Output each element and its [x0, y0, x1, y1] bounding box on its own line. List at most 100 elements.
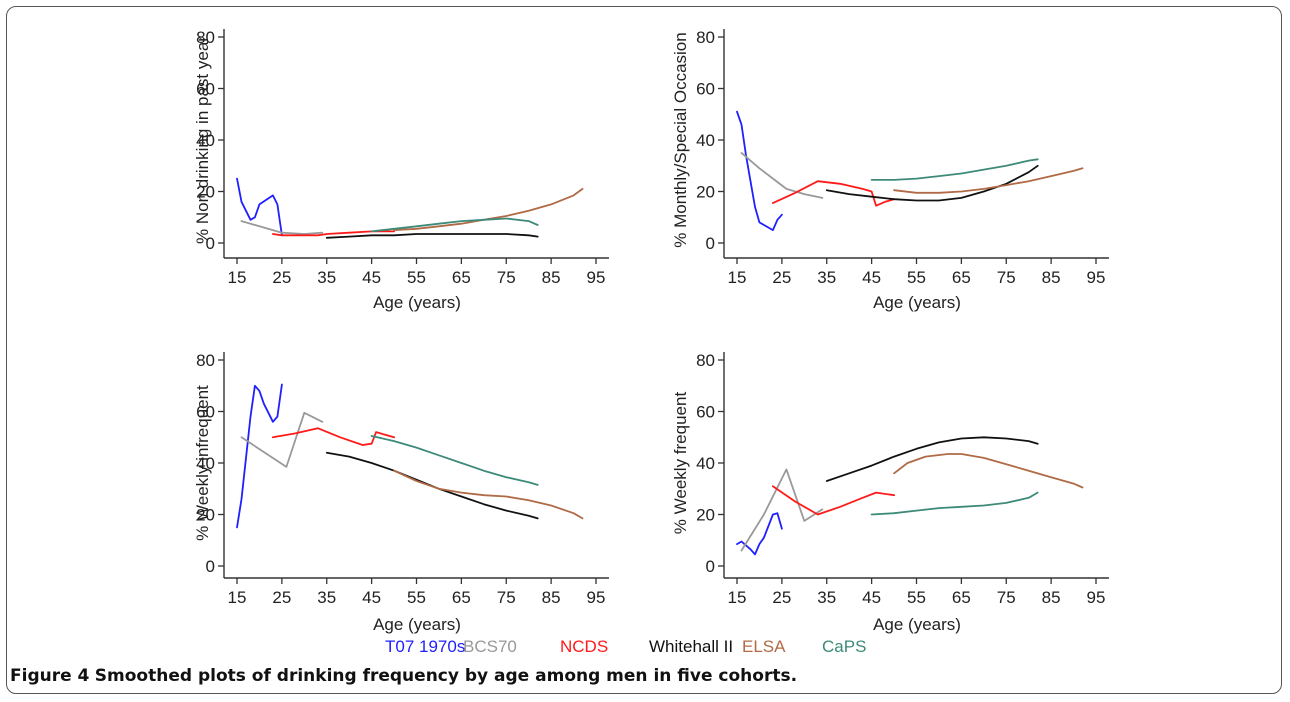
x-tick-label: 25: [772, 588, 791, 607]
x-tick-label: 25: [772, 268, 791, 287]
x-tick-label: 95: [587, 588, 606, 607]
series-line-elsa: [893, 167, 1084, 194]
y-axis-label: % Weekly infrequent: [193, 385, 212, 541]
x-tick-label: 65: [452, 268, 471, 287]
x-tick-label: 65: [952, 268, 971, 287]
panel-3: 0 20 40 60 80 15 25 35 45 55 65 75 85 95 Age (years) % …: [193, 351, 609, 634]
y-tick-label: 0: [206, 234, 215, 253]
y-axis-label: % Weekly frequent: [671, 392, 690, 535]
series-line-caps: [870, 491, 1039, 516]
x-tick-label: 75: [997, 588, 1016, 607]
x-axis-label: Age (years): [373, 615, 461, 634]
series-line-ncds: [271, 230, 396, 237]
panel-1: 0 20 40 60 80 15 25 35 45 55 65 75 85 95 Age (years) % …: [193, 28, 609, 312]
x-tick-label: 35: [317, 268, 336, 287]
legend-item-elsa: ELSA: [742, 637, 786, 656]
y-tick-label: 60: [196, 403, 215, 422]
x-tick-label: 25: [272, 268, 291, 287]
x-tick-label: 25: [272, 588, 291, 607]
x-tick-label: 15: [228, 588, 247, 607]
series-line-whitehall-ii: [825, 436, 1039, 482]
caption-label: Figure 4: [10, 666, 90, 686]
y-tick-label: 20: [696, 183, 715, 202]
x-tick-label: 75: [497, 268, 516, 287]
legend-item-whitehall: Whitehall II: [649, 637, 734, 656]
series-line-caps: [370, 435, 539, 486]
series-line-caps: [870, 158, 1039, 181]
x-tick-label: 15: [728, 588, 747, 607]
series-line-bcs70: [240, 411, 324, 468]
x-tick-label: 45: [862, 588, 881, 607]
y-tick-label: 40: [696, 454, 715, 473]
series-line-bcs70: [740, 151, 824, 199]
y-tick-label: 0: [706, 557, 715, 576]
x-tick-label: 55: [407, 268, 426, 287]
y-axis-label: % Monthly/Special Occasion: [671, 32, 690, 247]
x-tick-label: 55: [907, 268, 926, 287]
x-tick-label: 65: [952, 588, 971, 607]
y-tick-label: 60: [196, 80, 215, 99]
x-axis-label: Age (years): [873, 293, 961, 312]
x-tick-label: 95: [1087, 268, 1106, 287]
y-tick-label: 80: [196, 28, 215, 47]
series-line-whitehall-ii: [325, 233, 539, 239]
x-tick-label: 65: [452, 588, 471, 607]
y-tick-label: 60: [696, 80, 715, 99]
x-axis-label: Age (years): [373, 293, 461, 312]
y-tick-label: 80: [196, 351, 215, 370]
y-tick-label: 20: [196, 506, 215, 525]
series-line-t07-1970s: [736, 110, 783, 232]
y-tick-label: 40: [696, 131, 715, 150]
y-tick-label: 80: [696, 351, 715, 370]
x-tick-label: 85: [542, 588, 561, 607]
x-tick-label: 75: [997, 268, 1016, 287]
series-line-t07-1970s: [236, 383, 283, 529]
panel-2: 0 20 40 60 80 15 25 35 45 55 65 75 85 95 Age (years) % …: [671, 28, 1109, 312]
x-tick-label: 45: [862, 268, 881, 287]
x-tick-label: 45: [362, 268, 381, 287]
panel-4: 0 20 40 60 80 15 25 35 45 55 65 75 85 95 Age (years) % …: [671, 351, 1109, 634]
x-tick-label: 95: [587, 268, 606, 287]
figure-frame: [6, 6, 1282, 694]
y-tick-label: 40: [196, 131, 215, 150]
series-line-caps: [370, 217, 539, 233]
y-axis-label: % Non drinking in past year: [193, 36, 212, 244]
x-tick-label: 95: [1087, 588, 1106, 607]
legend-item-ncds: NCDS: [560, 637, 609, 656]
legend-item-caps: CaPS: [822, 637, 867, 656]
series-line-ncds: [772, 180, 895, 207]
x-tick-label: 35: [817, 588, 836, 607]
x-tick-label: 15: [228, 268, 247, 287]
y-tick-label: 0: [706, 234, 715, 253]
x-axis-label: Age (years): [873, 615, 961, 634]
series-line-whitehall-ii: [825, 164, 1039, 202]
series-line-t07-1970s: [236, 177, 283, 237]
y-tick-label: 80: [696, 28, 715, 47]
y-tick-label: 0: [206, 557, 215, 576]
y-tick-label: 40: [196, 454, 215, 473]
x-tick-label: 15: [728, 268, 747, 287]
figure-caption: Figure 4 Smoothed plots of drinking freq…: [10, 666, 797, 686]
legend-item-bcs70: BCS70: [463, 637, 517, 656]
legend-item-t07: T07 1970s: [385, 637, 466, 656]
series-line-elsa: [393, 469, 584, 520]
x-tick-label: 55: [907, 588, 926, 607]
series-line-t07-1970s: [736, 512, 783, 556]
series-line-bcs70: [740, 468, 824, 552]
x-tick-label: 45: [362, 588, 381, 607]
y-tick-label: 60: [696, 403, 715, 422]
x-tick-label: 35: [817, 268, 836, 287]
y-tick-label: 20: [696, 506, 715, 525]
x-tick-label: 75: [497, 588, 516, 607]
x-tick-label: 85: [1042, 588, 1061, 607]
x-tick-label: 85: [1042, 268, 1061, 287]
series-line-bcs70: [240, 220, 324, 235]
series-line-ncds: [271, 427, 396, 446]
x-tick-label: 85: [542, 268, 561, 287]
x-tick-label: 55: [407, 588, 426, 607]
series-line-elsa: [393, 187, 584, 232]
caption-text: Smoothed plots of drinking frequency by …: [94, 666, 798, 686]
y-tick-label: 20: [196, 183, 215, 202]
series-line-ncds: [772, 485, 895, 516]
